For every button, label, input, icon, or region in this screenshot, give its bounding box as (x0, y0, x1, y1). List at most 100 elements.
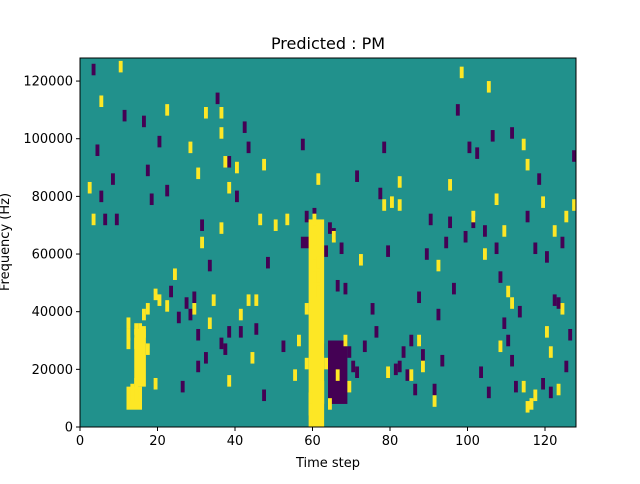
low-cell (556, 297, 561, 309)
high-cell (200, 236, 205, 249)
low-cell (448, 216, 453, 229)
low-cell (506, 334, 511, 347)
y-axis-label: Frequency (Hz) (0, 193, 13, 291)
high-cell (138, 346, 143, 358)
low-cell (157, 135, 162, 148)
y-tick-label: 20000 (32, 363, 73, 378)
low-cell (169, 285, 174, 298)
high-cell (486, 81, 491, 93)
low-cell (421, 349, 425, 361)
low-cell (401, 346, 406, 358)
low-cluster (300, 236, 313, 249)
chart-title: Predicted : PM (271, 34, 385, 53)
high-cell (153, 288, 158, 301)
low-cell (122, 109, 127, 122)
plot-frame (79, 57, 577, 428)
low-cell (196, 328, 201, 341)
high-cell (138, 372, 143, 384)
high-cell (258, 213, 263, 226)
y-tick-label: 80000 (32, 190, 73, 205)
high-cell (297, 334, 301, 347)
low-cell (432, 383, 437, 396)
low-cell (413, 383, 418, 396)
x-tick-label: 80 (382, 434, 399, 449)
low-cell (374, 326, 379, 338)
low-cell (436, 308, 441, 321)
low-cell (335, 279, 340, 292)
high-cell (138, 323, 143, 335)
low-cell (91, 63, 96, 76)
low-cell (541, 377, 546, 390)
high-cell (529, 398, 534, 410)
low-cell (393, 363, 398, 376)
high-cell (126, 328, 131, 341)
low-cell (347, 346, 352, 358)
x-axis: 0 20 40 60 80 100 120 (76, 427, 557, 449)
low-cell (142, 115, 146, 128)
high-cell (227, 375, 232, 387)
high-cell (471, 210, 476, 223)
high-cell (153, 377, 158, 390)
high-cell (316, 173, 321, 185)
low-cell (200, 219, 205, 231)
high-value-cells (87, 60, 577, 427)
low-cell (176, 311, 181, 324)
low-cell (545, 251, 549, 263)
high-cell (126, 317, 131, 329)
high-cell (99, 95, 104, 108)
x-tick-label: 100 (455, 434, 480, 449)
low-cell (397, 360, 402, 373)
high-cell (525, 158, 530, 171)
low-cell (568, 328, 573, 341)
x-tick-label: 20 (149, 434, 166, 449)
low-cell (227, 156, 232, 168)
high-cell (134, 323, 139, 335)
low-cell (95, 144, 100, 157)
low-cell (180, 380, 185, 393)
low-cell (242, 121, 247, 133)
low-cell (223, 343, 228, 355)
low-cell (417, 291, 422, 304)
low-cell (572, 150, 577, 162)
high-cell (165, 300, 170, 312)
high-cell (304, 303, 309, 315)
low-cell (188, 308, 193, 321)
high-cell (548, 346, 553, 358)
high-cell (347, 380, 352, 393)
low-cell (483, 225, 487, 237)
low-cell (165, 184, 170, 197)
high-cell (285, 213, 290, 226)
low-cell (324, 245, 329, 257)
y-tick-label: 60000 (32, 248, 73, 263)
high-cell (409, 369, 414, 381)
high-cell (142, 326, 146, 338)
x-tick-label: 60 (304, 434, 321, 449)
high-cell (386, 366, 391, 378)
high-cell (254, 294, 259, 306)
high-cell (316, 285, 321, 298)
high-cell (138, 389, 143, 402)
high-cell (145, 343, 150, 355)
low-cell (99, 190, 104, 203)
high-cell (134, 337, 139, 350)
high-cell (223, 156, 228, 168)
high-cell (390, 196, 394, 208)
low-cell (103, 213, 108, 226)
low-cell (552, 294, 557, 306)
low-cell (145, 164, 150, 177)
high-cell (417, 334, 422, 347)
low-cell (514, 380, 518, 393)
low-cell (304, 210, 309, 223)
low-cell (455, 104, 460, 116)
low-cell (525, 210, 530, 223)
high-cell (359, 254, 363, 266)
low-cell (355, 170, 360, 182)
high-cell (219, 107, 224, 119)
low-cell (355, 366, 360, 378)
high-cell (134, 377, 139, 390)
high-cell (204, 107, 208, 119)
high-cell (572, 199, 577, 211)
high-cell (448, 179, 453, 191)
high-cell (533, 389, 538, 402)
high-cell (157, 294, 162, 306)
